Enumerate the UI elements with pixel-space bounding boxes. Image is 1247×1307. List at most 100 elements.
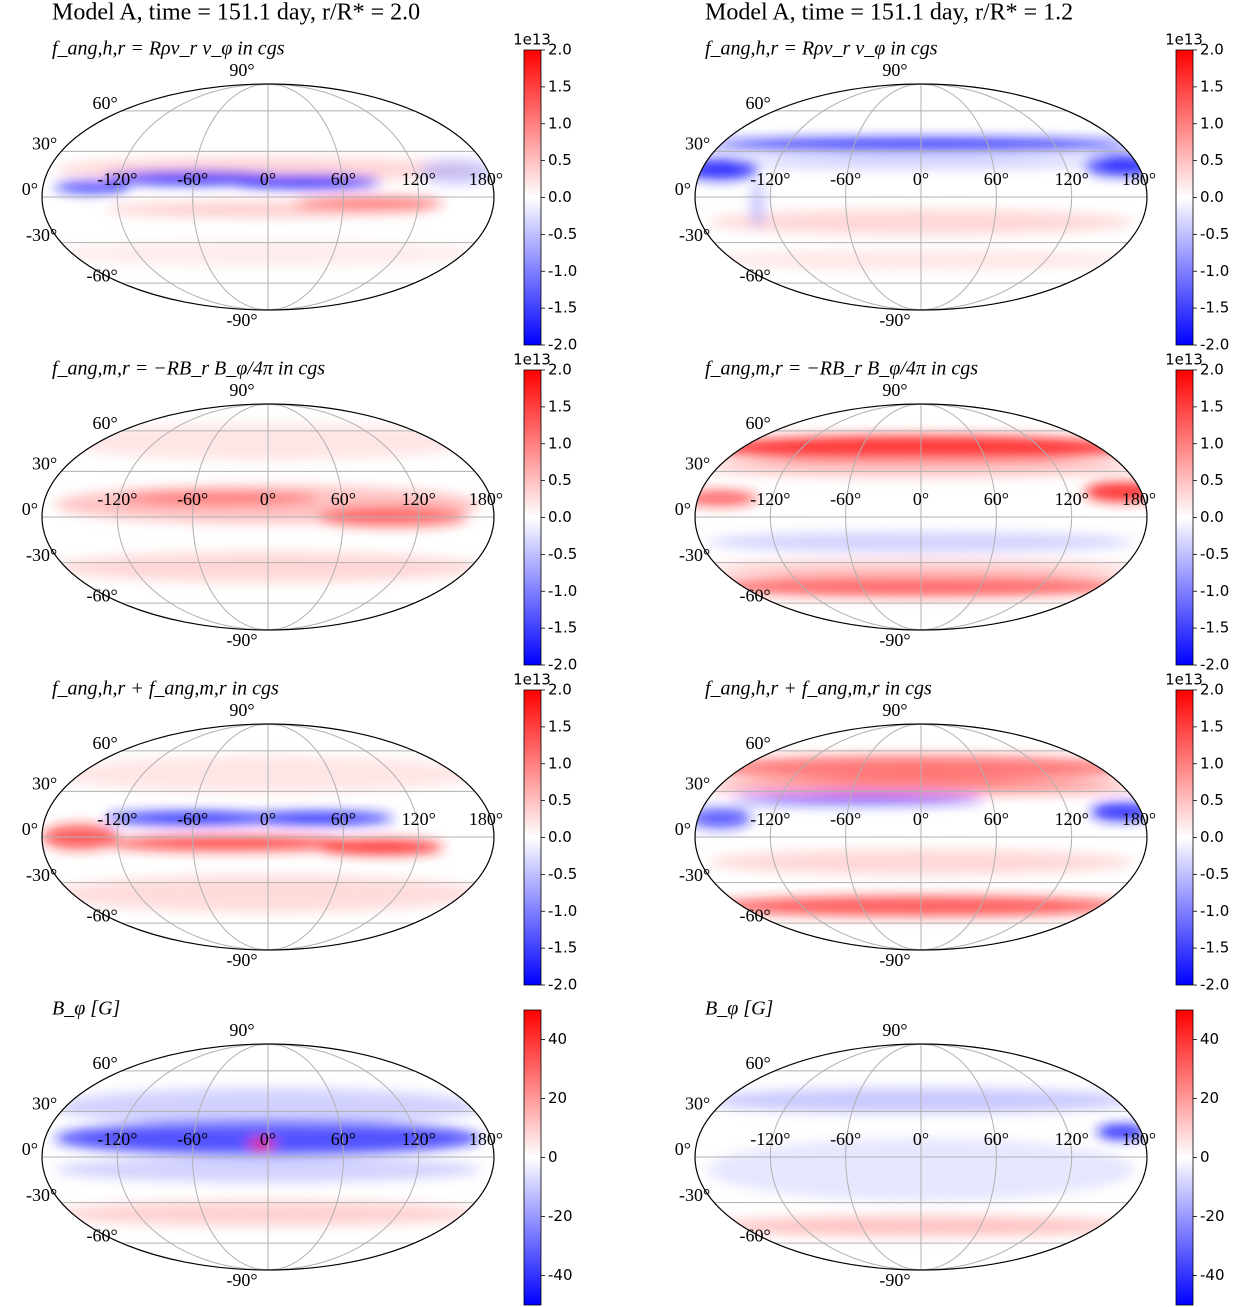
colorbar-tick-label: 2.0	[1200, 361, 1224, 379]
colorbar-tick-label: 1.0	[1200, 114, 1224, 132]
map-panel: f_ang,h,r + f_ang,m,r in cgs -120° -60° 0° 6…	[22, 671, 577, 994]
map-panel: f_ang,h,r = Rρv_r v_φ in cgs -120° -60° 0° 6…	[22, 31, 577, 354]
colorbar-tick-label: -0.5	[1200, 545, 1229, 563]
colorbar-tick-label: 1.0	[1200, 434, 1224, 452]
x-tick-label: -120°	[97, 1129, 137, 1149]
y-tick-label: 30°	[685, 453, 710, 473]
colorbar-tick-label: 0.0	[1200, 508, 1224, 526]
colorbar-tick-label: -20	[1200, 1207, 1225, 1225]
colorbar-offset: 1e13	[513, 671, 551, 689]
field-pattern	[418, 159, 494, 185]
x-tick-label: 120°	[402, 1129, 436, 1149]
colorbar-tick-label: -1.5	[548, 299, 577, 317]
map-outline	[694, 83, 1148, 311]
y-tick-label: 60°	[93, 93, 118, 113]
x-tick-label: 180°	[469, 809, 503, 829]
x-tick-label: -120°	[97, 809, 137, 829]
colorbar-tick-label: 0.0	[548, 828, 572, 846]
colorbar-tick-label: 0.5	[548, 791, 572, 809]
colorbar-tick-label: -1.5	[1200, 619, 1229, 637]
x-tick-label: 0°	[913, 1129, 929, 1149]
field-pattern	[104, 835, 356, 851]
colorbar	[1175, 1009, 1194, 1306]
colorbar	[1175, 49, 1194, 346]
colorbar-tick-label: 0.5	[1200, 151, 1224, 169]
y-tick-label: -90°	[879, 630, 910, 650]
y-tick-label: 0°	[675, 1139, 691, 1159]
map-outline	[41, 723, 495, 951]
field-pattern	[750, 178, 766, 229]
panel-title: B_φ [G]	[705, 998, 773, 1020]
y-tick-label: 60°	[746, 1053, 771, 1073]
x-tick-label: 120°	[402, 809, 436, 829]
colorbar-tick-label: -1.0	[548, 262, 577, 280]
x-tick-label: 120°	[1055, 489, 1089, 509]
map-panel: f_ang,m,r = −RB_r B_φ/4π in cgs -120° -60°…	[22, 351, 577, 674]
panel-title: f_ang,m,r = −RB_r B_φ/4π in cgs	[705, 358, 978, 380]
map-outline	[41, 403, 495, 631]
x-tick-label: -60°	[177, 809, 208, 829]
y-tick-label: 30°	[685, 1093, 710, 1113]
colorbar-offset: 1e13	[1165, 31, 1203, 49]
y-tick-label: 30°	[685, 133, 710, 153]
y-tick-label: -30°	[679, 865, 710, 885]
colorbar-tick-label: 0	[1200, 1148, 1210, 1166]
column-title: Model A, time = 151.1 day, r/R* = 2.0	[52, 0, 420, 26]
field	[42, 404, 494, 630]
y-tick-label: 0°	[675, 819, 691, 839]
y-tick-label: -30°	[679, 1185, 710, 1205]
field	[695, 404, 1147, 630]
colorbar-tick-label: 40	[1200, 1030, 1219, 1048]
y-tick-label: 90°	[882, 700, 907, 720]
field-pattern	[1096, 1124, 1147, 1140]
x-tick-label: 0°	[260, 489, 276, 509]
colorbar	[1175, 689, 1194, 986]
column-title: Model A, time = 151.1 day, r/R* = 1.2	[705, 0, 1073, 26]
y-tick-label: 0°	[675, 499, 691, 519]
colorbar	[523, 1009, 542, 1306]
x-tick-label: 0°	[260, 169, 276, 189]
map-outline	[694, 723, 1148, 951]
colorbar-tick-label: 1.5	[548, 717, 572, 735]
field	[695, 1044, 1147, 1270]
field	[42, 724, 494, 950]
panel-title: f_ang,m,r = −RB_r B_φ/4π in cgs	[52, 358, 325, 380]
colorbar-tick-label: -1.0	[1200, 582, 1229, 600]
y-tick-label: -60°	[740, 265, 771, 285]
y-tick-label: 30°	[32, 133, 57, 153]
colorbar-tick-label: 0.5	[1200, 471, 1224, 489]
colorbar-tick-label: -2.0	[1200, 976, 1229, 994]
colorbar-tick-label: 2.0	[548, 681, 572, 699]
x-tick-label: -60°	[830, 489, 861, 509]
colorbar-tick-label: 40	[548, 1030, 567, 1048]
x-tick-label: 180°	[1122, 489, 1156, 509]
field-pattern	[242, 811, 394, 825]
colorbar-tick-label: -1.5	[1200, 939, 1229, 957]
colorbar-tick-label: 0.0	[1200, 828, 1224, 846]
y-tick-label: -90°	[226, 310, 257, 330]
map-panel: f_ang,m,r = −RB_r B_φ/4π in cgs -120° -60°…	[675, 351, 1229, 674]
y-tick-label: -60°	[740, 1225, 771, 1245]
map-panel: B_φ [G] -120° -60° 0° 60° 120° 180° 90° 60° 30° 0°…	[22, 998, 573, 1306]
x-tick-label: -60°	[830, 1129, 861, 1149]
colorbar-tick-label: 2.0	[1200, 681, 1224, 699]
map-panel: f_ang,h,r + f_ang,m,r in cgs -120° -60° 0° 6…	[675, 671, 1229, 994]
field-pattern	[695, 808, 752, 829]
y-tick-label: -60°	[87, 585, 118, 605]
colorbar-tick-label: -1.5	[548, 939, 577, 957]
colorbar-tick-label: 1.0	[548, 114, 572, 132]
x-tick-label: -120°	[750, 809, 790, 829]
colorbar-tick-label: 20	[548, 1089, 567, 1107]
x-tick-label: -60°	[830, 169, 861, 189]
field	[695, 724, 1147, 950]
field-pattern	[104, 811, 281, 825]
field-pattern	[318, 839, 444, 855]
panel-title: B_φ [G]	[52, 998, 120, 1020]
x-tick-label: 180°	[469, 169, 503, 189]
colorbar-tick-label: -2.0	[1200, 336, 1229, 354]
field	[695, 84, 1147, 310]
y-tick-label: -90°	[226, 1270, 257, 1290]
y-tick-label: -90°	[226, 950, 257, 970]
colorbar-tick-label: -0.5	[548, 865, 577, 883]
